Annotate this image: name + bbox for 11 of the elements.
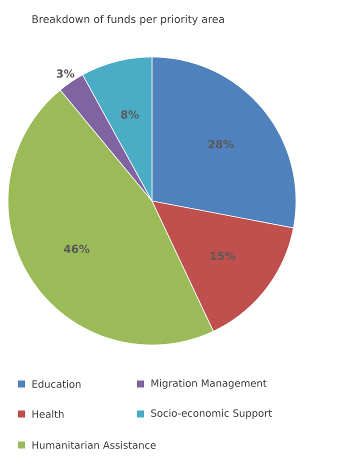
legend-label: Migration Management [152, 379, 266, 389]
data-label: 28% [208, 140, 234, 148]
legend-label: Socio-economic Support [151, 409, 272, 419]
legend-label: Health [32, 410, 64, 418]
data-label: 15% [210, 252, 236, 260]
data-label: 46% [64, 244, 90, 253]
legend-label: Education [32, 380, 80, 388]
data-label: 3% [56, 69, 74, 78]
data-label: 8% [121, 110, 139, 119]
legend-label: Humanitarian Assistance [32, 441, 156, 449]
chart-title: Breakdown of funds per priority area [32, 14, 224, 26]
